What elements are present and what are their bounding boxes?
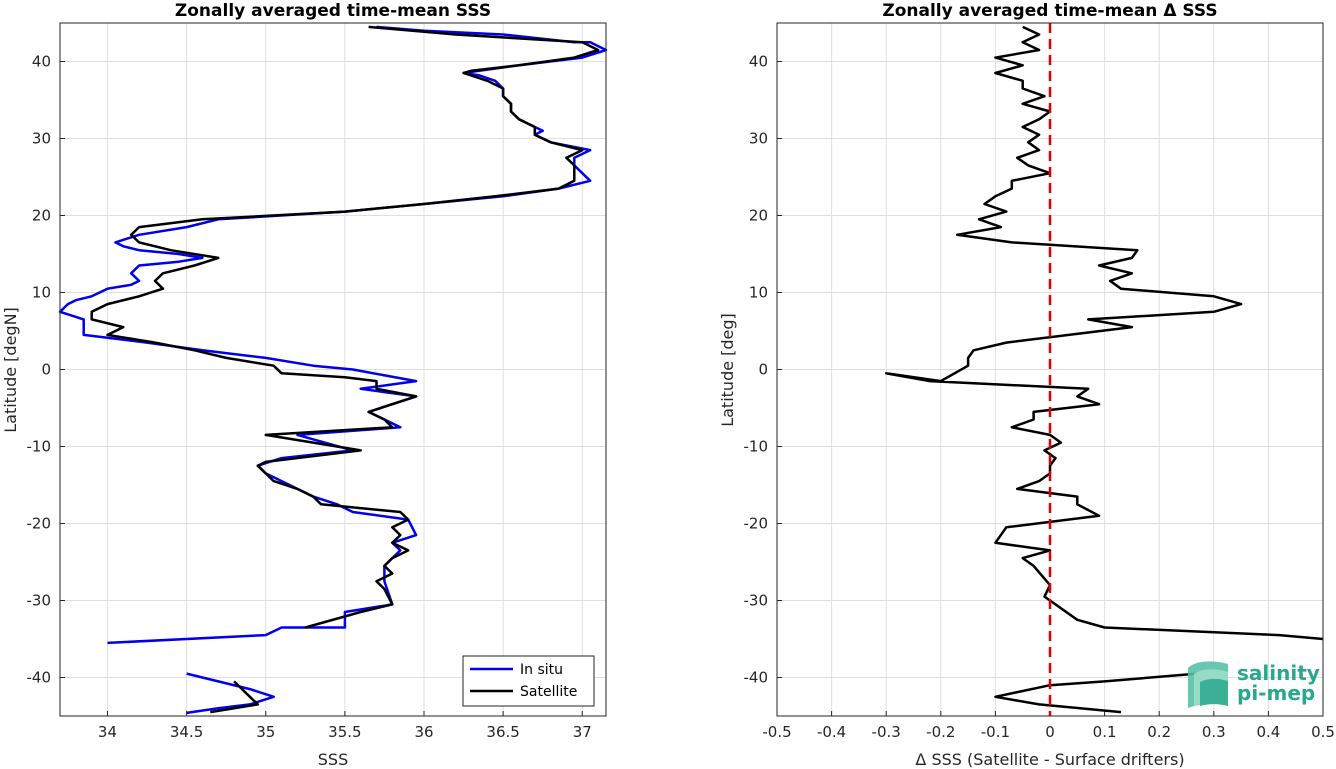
right-y-tick-labels: -40 -30 -20 -10 0 10 20 30 40 xyxy=(744,53,769,687)
legend-label-satellite: Satellite xyxy=(520,684,577,700)
left-series-line-satellite xyxy=(90,25,600,629)
right-y-tick-label: 0 xyxy=(758,361,768,379)
logo-text-line2: pi-mep xyxy=(1237,681,1315,705)
logo-text-line1: salinity xyxy=(1237,661,1320,685)
right-series-line-delta-sss-south xyxy=(994,672,1198,714)
right-panel: -0.5 -0.4 -0.3 -0.2 -0.1 0 0.1 0.2 0.3 0.4 0.5 -40… xyxy=(718,1,1335,769)
left-y-tick-label: 20 xyxy=(32,207,51,225)
left-y-tick-label: 40 xyxy=(32,53,51,71)
right-x-tick-label: 0.2 xyxy=(1147,723,1171,741)
left-x-tick-label: 34.5 xyxy=(170,723,203,741)
right-y-tick-label: -10 xyxy=(744,438,769,456)
legend: In situ Satellite xyxy=(462,655,595,707)
right-chart-title: Zonally averaged time-mean Δ SSS xyxy=(882,1,1217,21)
left-axes-frame xyxy=(59,22,607,717)
left-x-tick-label: 35.5 xyxy=(328,723,361,741)
left-x-tick-label: 36 xyxy=(414,723,433,741)
legend-box xyxy=(462,655,595,707)
left-x-tick-labels: 34 34.5 35 35.5 36 36.5 37 xyxy=(98,723,592,741)
left-series-line-in-situ-south xyxy=(186,672,275,715)
right-series-line-delta-sss xyxy=(884,25,1324,641)
left-series-line-in-situ xyxy=(58,25,608,645)
left-x-tick-label: 35 xyxy=(256,723,275,741)
left-x-tick-label: 34 xyxy=(98,723,117,741)
left-series xyxy=(58,25,608,715)
left-y-tick-label: -30 xyxy=(27,592,52,610)
left-y-axis-label: Latitude [degN] xyxy=(1,307,20,433)
right-y-tick-label: -20 xyxy=(744,515,769,533)
right-x-tick-label: -0.1 xyxy=(981,723,1010,741)
left-x-tick-label: 37 xyxy=(573,723,592,741)
right-x-tick-label: 0 xyxy=(1045,723,1055,741)
right-x-tick-label: 0.4 xyxy=(1256,723,1280,741)
left-y-tick-label: 10 xyxy=(32,284,51,302)
right-x-tick-labels: -0.5 -0.4 -0.3 -0.2 -0.1 0 0.1 0.2 0.3 0.4 0.5 xyxy=(762,723,1335,741)
salinity-pi-mep-logo: salinity pi-mep xyxy=(1188,661,1320,708)
right-x-tick-label: -0.5 xyxy=(762,723,791,741)
left-x-axis-label: SSS xyxy=(318,750,348,769)
left-y-tick-label: -40 xyxy=(27,669,52,687)
right-x-tick-label: 0.1 xyxy=(1093,723,1117,741)
left-chart-title: Zonally averaged time-mean SSS xyxy=(175,1,491,21)
logo-wave-icon xyxy=(1188,661,1228,708)
left-grid xyxy=(60,23,606,716)
right-y-tick-label: 20 xyxy=(749,207,768,225)
right-y-tick-label: 10 xyxy=(749,284,768,302)
left-y-tick-label: -10 xyxy=(27,438,52,456)
right-x-tick-label: -0.2 xyxy=(926,723,955,741)
left-y-tick-label: 30 xyxy=(32,130,51,148)
left-x-tick-label: 36.5 xyxy=(486,723,519,741)
left-series-line-satellite-south xyxy=(210,680,260,714)
right-axes-frame xyxy=(776,22,1324,717)
right-y-tick-label: 30 xyxy=(749,130,768,148)
right-x-tick-label: -0.3 xyxy=(872,723,901,741)
right-series xyxy=(884,25,1324,714)
right-x-tick-label: 0.5 xyxy=(1311,723,1335,741)
left-y-tick-label: -20 xyxy=(27,515,52,533)
right-y-tick-label: 40 xyxy=(749,53,768,71)
left-y-tick-label: 0 xyxy=(41,361,51,379)
right-x-tick-label: -0.4 xyxy=(817,723,846,741)
right-x-axis-label: Δ SSS (Satellite - Surface drifters) xyxy=(915,750,1184,769)
right-y-axis-label: Latitude [deg] xyxy=(718,313,737,427)
right-y-tick-label: -40 xyxy=(744,669,769,687)
right-x-tick-label: 0.3 xyxy=(1202,723,1226,741)
right-y-tick-label: -30 xyxy=(744,592,769,610)
left-panel: 34 34.5 35 35.5 36 36.5 37 -40 -30 -20 -10 0 10 20 30… xyxy=(1,1,608,769)
left-y-tick-labels: -40 -30 -20 -10 0 10 20 30 40 xyxy=(27,53,52,687)
legend-label-in-situ: In situ xyxy=(520,662,563,678)
